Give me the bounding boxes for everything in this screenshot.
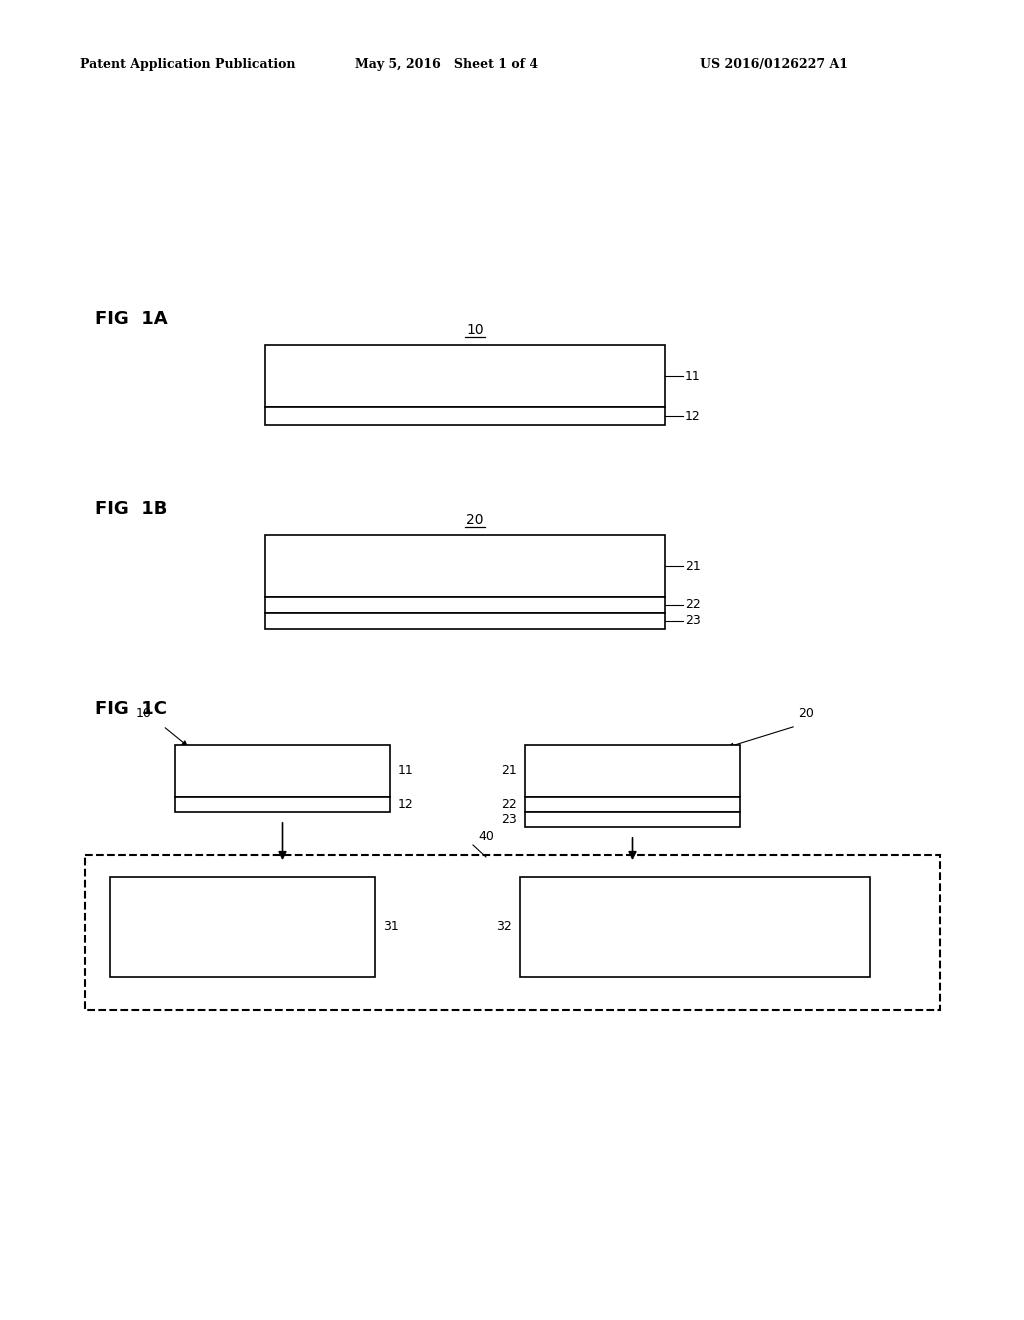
Bar bbox=[525, 744, 740, 797]
Bar bbox=[265, 407, 665, 425]
Bar bbox=[265, 345, 665, 407]
Bar bbox=[525, 812, 740, 828]
Text: US 2016/0126227 A1: US 2016/0126227 A1 bbox=[700, 58, 848, 71]
Bar bbox=[110, 876, 375, 977]
Text: FIG  1A: FIG 1A bbox=[95, 310, 168, 327]
Text: 10: 10 bbox=[466, 323, 483, 337]
Text: 20: 20 bbox=[466, 513, 483, 527]
Bar bbox=[265, 535, 665, 597]
Text: May 5, 2016   Sheet 1 of 4: May 5, 2016 Sheet 1 of 4 bbox=[355, 58, 539, 71]
Bar bbox=[265, 597, 665, 612]
Text: 12: 12 bbox=[398, 799, 414, 810]
Text: 21: 21 bbox=[685, 560, 700, 573]
Bar bbox=[520, 876, 870, 977]
Bar bbox=[175, 797, 390, 812]
Text: FIG  1C: FIG 1C bbox=[95, 700, 167, 718]
Text: 31: 31 bbox=[383, 920, 398, 933]
Text: Patent Application Publication: Patent Application Publication bbox=[80, 58, 296, 71]
Text: 12: 12 bbox=[685, 409, 700, 422]
Bar bbox=[175, 744, 390, 797]
Text: 22: 22 bbox=[502, 799, 517, 810]
Text: 23: 23 bbox=[502, 813, 517, 826]
Text: 11: 11 bbox=[685, 370, 700, 383]
Bar bbox=[525, 797, 740, 812]
Bar bbox=[85, 855, 940, 1010]
Text: 32: 32 bbox=[497, 920, 512, 933]
Text: 40: 40 bbox=[478, 830, 494, 843]
Text: FIG  1B: FIG 1B bbox=[95, 500, 167, 517]
Text: 11: 11 bbox=[398, 764, 414, 777]
Text: 21: 21 bbox=[502, 764, 517, 777]
Text: 10: 10 bbox=[136, 708, 152, 719]
Text: 23: 23 bbox=[685, 615, 700, 627]
Text: 22: 22 bbox=[685, 598, 700, 611]
Bar bbox=[265, 612, 665, 630]
Text: 20: 20 bbox=[798, 708, 814, 719]
